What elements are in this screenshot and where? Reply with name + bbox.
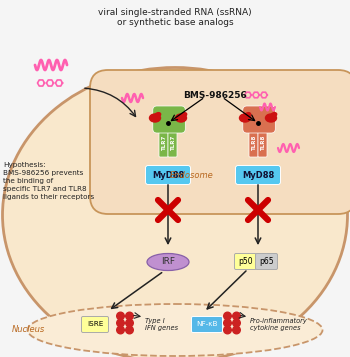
Text: MyD88: MyD88: [152, 171, 184, 180]
Text: TLR7: TLR7: [170, 134, 175, 150]
FancyBboxPatch shape: [236, 166, 280, 185]
Text: p65: p65: [260, 257, 274, 266]
Ellipse shape: [149, 114, 161, 122]
Text: TLR7: TLR7: [161, 134, 167, 150]
FancyBboxPatch shape: [258, 125, 267, 157]
Ellipse shape: [155, 113, 161, 117]
Text: Endosome: Endosome: [170, 171, 214, 180]
Circle shape: [233, 326, 240, 334]
FancyBboxPatch shape: [159, 125, 168, 157]
Ellipse shape: [245, 113, 251, 117]
Text: Hypothesis:
BMS-986256 prevents
the binding of
specific TLR7 and TLR8
ligands to: Hypothesis: BMS-986256 prevents the bind…: [3, 162, 94, 200]
Circle shape: [126, 312, 133, 320]
Text: viral single-stranded RNA (ssRNA): viral single-stranded RNA (ssRNA): [98, 8, 252, 17]
FancyBboxPatch shape: [191, 317, 223, 332]
Text: IRF: IRF: [161, 257, 175, 266]
Circle shape: [126, 319, 133, 327]
Ellipse shape: [2, 67, 348, 357]
FancyBboxPatch shape: [234, 253, 257, 270]
Text: TLR8: TLR8: [252, 134, 257, 150]
Circle shape: [117, 319, 124, 327]
FancyBboxPatch shape: [153, 106, 185, 133]
FancyBboxPatch shape: [243, 106, 275, 133]
Ellipse shape: [271, 113, 277, 117]
Circle shape: [117, 312, 124, 320]
Ellipse shape: [239, 114, 251, 122]
Text: NF-κB: NF-κB: [196, 322, 218, 327]
Circle shape: [224, 326, 231, 334]
FancyBboxPatch shape: [256, 253, 278, 270]
Text: Nucleus: Nucleus: [11, 326, 45, 335]
Ellipse shape: [175, 114, 187, 122]
Text: ISRE: ISRE: [87, 322, 103, 327]
Text: Type I
IFN genes: Type I IFN genes: [145, 318, 178, 331]
Ellipse shape: [28, 304, 322, 356]
Circle shape: [117, 326, 124, 334]
Text: Pro-inflammatory
cytokine genes: Pro-inflammatory cytokine genes: [250, 318, 308, 331]
Circle shape: [233, 319, 240, 327]
Text: BMS-986256: BMS-986256: [183, 91, 247, 100]
Circle shape: [224, 312, 231, 320]
Text: or synthetic base analogs: or synthetic base analogs: [117, 18, 233, 27]
FancyBboxPatch shape: [146, 166, 190, 185]
FancyBboxPatch shape: [90, 70, 350, 214]
FancyBboxPatch shape: [249, 125, 258, 157]
FancyBboxPatch shape: [168, 125, 177, 157]
Text: MyD88: MyD88: [242, 171, 274, 180]
Circle shape: [224, 319, 231, 327]
Text: p50: p50: [238, 257, 253, 266]
FancyBboxPatch shape: [82, 317, 108, 332]
Ellipse shape: [266, 114, 276, 122]
Circle shape: [233, 312, 240, 320]
Text: TLR8: TLR8: [260, 134, 266, 150]
Circle shape: [126, 326, 133, 334]
Ellipse shape: [181, 113, 187, 117]
Ellipse shape: [147, 253, 189, 271]
